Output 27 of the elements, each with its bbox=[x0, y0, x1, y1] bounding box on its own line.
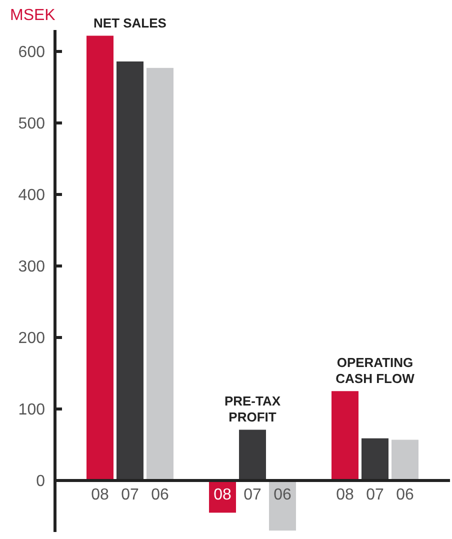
y-tick-label: 400 bbox=[18, 187, 46, 204]
x-tick-label: NET SALES bbox=[94, 16, 167, 31]
series-label: 07 bbox=[244, 486, 262, 504]
text: 08 bbox=[91, 486, 109, 504]
series-label: 06 bbox=[274, 486, 292, 504]
text: 06 bbox=[396, 486, 414, 504]
bar bbox=[86, 36, 114, 481]
x-tick-label: PRE-TAX PROFIT bbox=[224, 394, 281, 425]
bar bbox=[362, 438, 388, 481]
y-tick-label: 100 bbox=[18, 402, 46, 419]
y-tick-label: 300 bbox=[18, 258, 46, 276]
bar bbox=[239, 430, 266, 481]
text: 06 bbox=[151, 486, 169, 504]
y-axis-title: MSEK bbox=[10, 7, 56, 24]
text: 08 bbox=[336, 486, 354, 504]
bar bbox=[116, 61, 144, 481]
text: 07 bbox=[121, 486, 139, 504]
y-tick-label: 600 bbox=[18, 44, 46, 62]
series-label: 08 bbox=[214, 486, 232, 504]
text: 07 bbox=[366, 486, 384, 504]
y-tick-label: 200 bbox=[18, 330, 46, 348]
y-tick-label: 500 bbox=[18, 116, 46, 133]
y-tick-label: 0 bbox=[36, 473, 46, 490]
bar bbox=[146, 68, 174, 481]
bar bbox=[332, 391, 358, 481]
bar bbox=[392, 440, 418, 481]
x-tick-label: OPERATING CASH FLOW bbox=[336, 355, 416, 386]
